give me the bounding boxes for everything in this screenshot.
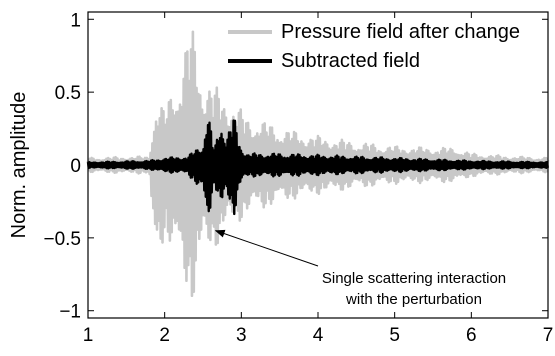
- annotation: Single scattering interaction with the pe…: [214, 229, 506, 308]
- ticks-layer: 1 2 3 4 5 6 7 −1 −0.5 0 0.5 1: [43, 10, 553, 346]
- legend: Pressure field after change Subtracted fi…: [228, 21, 520, 72]
- y-tick-label: 1: [70, 10, 81, 31]
- x-tick-label: 5: [389, 325, 400, 346]
- x-tick-label: 6: [466, 325, 477, 346]
- x-tick-label: 7: [543, 325, 554, 346]
- y-tick-label: 0.5: [55, 83, 81, 104]
- x-tick-label: 3: [236, 325, 247, 346]
- x-tick-label: 4: [313, 325, 324, 346]
- annotation-arrow: [214, 229, 319, 267]
- legend-label-1: Subtracted field: [281, 50, 420, 72]
- y-axis-label: Norm. amplitude: [8, 92, 30, 239]
- y-tick-label: −0.5: [43, 229, 81, 250]
- x-tick-label: 2: [159, 325, 170, 346]
- legend-label-0: Pressure field after change: [281, 21, 520, 43]
- y-tick-label: 0: [70, 156, 81, 177]
- annotation-line-0: Single scattering interaction: [322, 270, 506, 287]
- x-tick-label: 1: [83, 325, 94, 346]
- series-1-waveform: [86, 119, 549, 216]
- y-tick-label: −1: [59, 302, 81, 323]
- annotation-line-1: with the perturbation: [345, 291, 482, 308]
- series-layer: [86, 30, 550, 297]
